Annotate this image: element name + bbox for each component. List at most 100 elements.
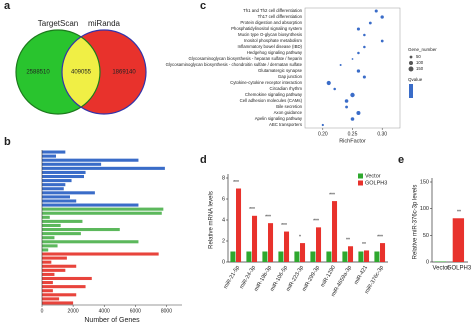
region-value: 1869140: [112, 70, 136, 76]
y-tick-label: 4: [222, 217, 225, 223]
bar: [374, 251, 380, 262]
bar: [310, 251, 316, 262]
bar: [42, 289, 53, 293]
x-tick-label: 0.25: [348, 131, 358, 137]
bar: [278, 251, 284, 262]
bar: [230, 251, 236, 262]
dot: [356, 69, 361, 73]
category-label: Glycosaminoglycan biosynthesis - chondro…: [166, 62, 303, 67]
bar: [452, 218, 465, 262]
legend-title: Qvalue: [408, 77, 423, 82]
bar: [326, 251, 332, 262]
y-tick-label: 0: [222, 259, 225, 265]
bar: [42, 281, 53, 285]
category-label: Chemokine signaling pathway: [245, 92, 303, 97]
dot: [363, 45, 366, 49]
y-tick-label: 6: [222, 196, 225, 202]
legend-swatch: [358, 180, 363, 186]
bar: [42, 252, 159, 256]
significance: **: [346, 238, 350, 244]
legend-dot: [409, 61, 413, 65]
significance: ***: [249, 207, 255, 213]
dot: [380, 39, 384, 43]
y-tick-label: 150: [420, 179, 429, 185]
category-label: Cytokine-cytokine receptor interaction: [230, 80, 302, 85]
legend-label: 50: [416, 54, 421, 59]
plot-area: [304, 7, 401, 129]
bar: [42, 260, 52, 264]
y-axis-label: Relative miR-376c-3p levels: [413, 185, 419, 260]
legend-label: 150: [416, 66, 424, 71]
legend-label: 100: [416, 60, 424, 65]
panel-label: d: [200, 154, 207, 166]
dot: [344, 99, 349, 103]
dot: [321, 123, 324, 127]
category-label: Bile secretion: [276, 104, 302, 109]
y-tick-label: 100: [420, 206, 429, 212]
significance: ***: [377, 234, 383, 240]
category-label: Th1 and Th2 cell differentiation: [243, 8, 302, 13]
category-label: Mucin type O-glycan biosynthesis: [238, 32, 302, 37]
bar: [42, 179, 72, 183]
bar: [42, 248, 49, 252]
category-label: Glycosaminoglycan biosynthesis - heparan…: [189, 56, 303, 61]
outline: [15, 29, 101, 115]
category-label: Glutamatergic synapse: [258, 68, 303, 73]
bar: [42, 162, 102, 166]
significance: ***: [281, 223, 287, 229]
bar: [42, 232, 81, 236]
dot: [326, 80, 331, 86]
bar: [42, 150, 66, 154]
bar: [42, 268, 66, 272]
bar: [42, 301, 74, 305]
bar: [262, 251, 268, 262]
bar: [236, 188, 242, 262]
dot: [339, 64, 342, 66]
bar: [42, 183, 66, 187]
dot: [333, 87, 336, 91]
x-tick-label: GOLPH3: [447, 266, 472, 272]
category-label: Cell adhesion molecules (CAMs): [240, 98, 303, 103]
x-tick-label: 0.30: [377, 131, 387, 137]
bar: [42, 211, 162, 215]
x-axis-label: Number of Genes: [84, 317, 140, 324]
panel-label: b: [4, 136, 11, 148]
significance: ***: [265, 214, 271, 220]
legend-label: Vector: [365, 173, 381, 179]
bar: [42, 191, 95, 195]
overlap: [62, 30, 100, 114]
bar: [42, 236, 55, 240]
bar: [284, 231, 290, 262]
y-tick-label: 50: [423, 233, 429, 239]
bar: [434, 261, 447, 262]
x-axis-label: RichFactor: [339, 138, 366, 144]
significance: ***: [313, 219, 319, 225]
category-label: Gap junction: [278, 74, 303, 79]
x-tick-label: Vector: [432, 266, 449, 272]
category-label: Phosphatidylinositol signaling system: [231, 26, 302, 31]
x-tick-label: miR-421: [353, 265, 369, 286]
category-label: Hedgehog signaling pathway: [247, 50, 303, 55]
bar: [342, 251, 348, 262]
y-tick-label: 0: [426, 259, 429, 265]
bar: [42, 264, 77, 268]
dot: [351, 58, 354, 60]
bar: [316, 227, 322, 262]
dot: [368, 21, 372, 25]
bar: [268, 223, 274, 262]
set-label: miRanda: [88, 19, 121, 28]
bar: [42, 256, 67, 260]
bar: [42, 154, 56, 158]
category-label: Inositol phosphate metabolism: [244, 38, 302, 43]
bar: [42, 199, 77, 203]
category-label: Inflammatory bowel disease (IBD): [238, 44, 303, 49]
x-tick-label: 4000: [99, 308, 110, 314]
x-tick-label: miR-1290: [320, 265, 337, 289]
bar: [42, 215, 50, 219]
y-tick-label: 2: [222, 238, 225, 244]
bar: [42, 276, 92, 281]
dot: [363, 33, 366, 37]
panel-label: a: [4, 0, 11, 12]
significance: **: [457, 210, 461, 216]
